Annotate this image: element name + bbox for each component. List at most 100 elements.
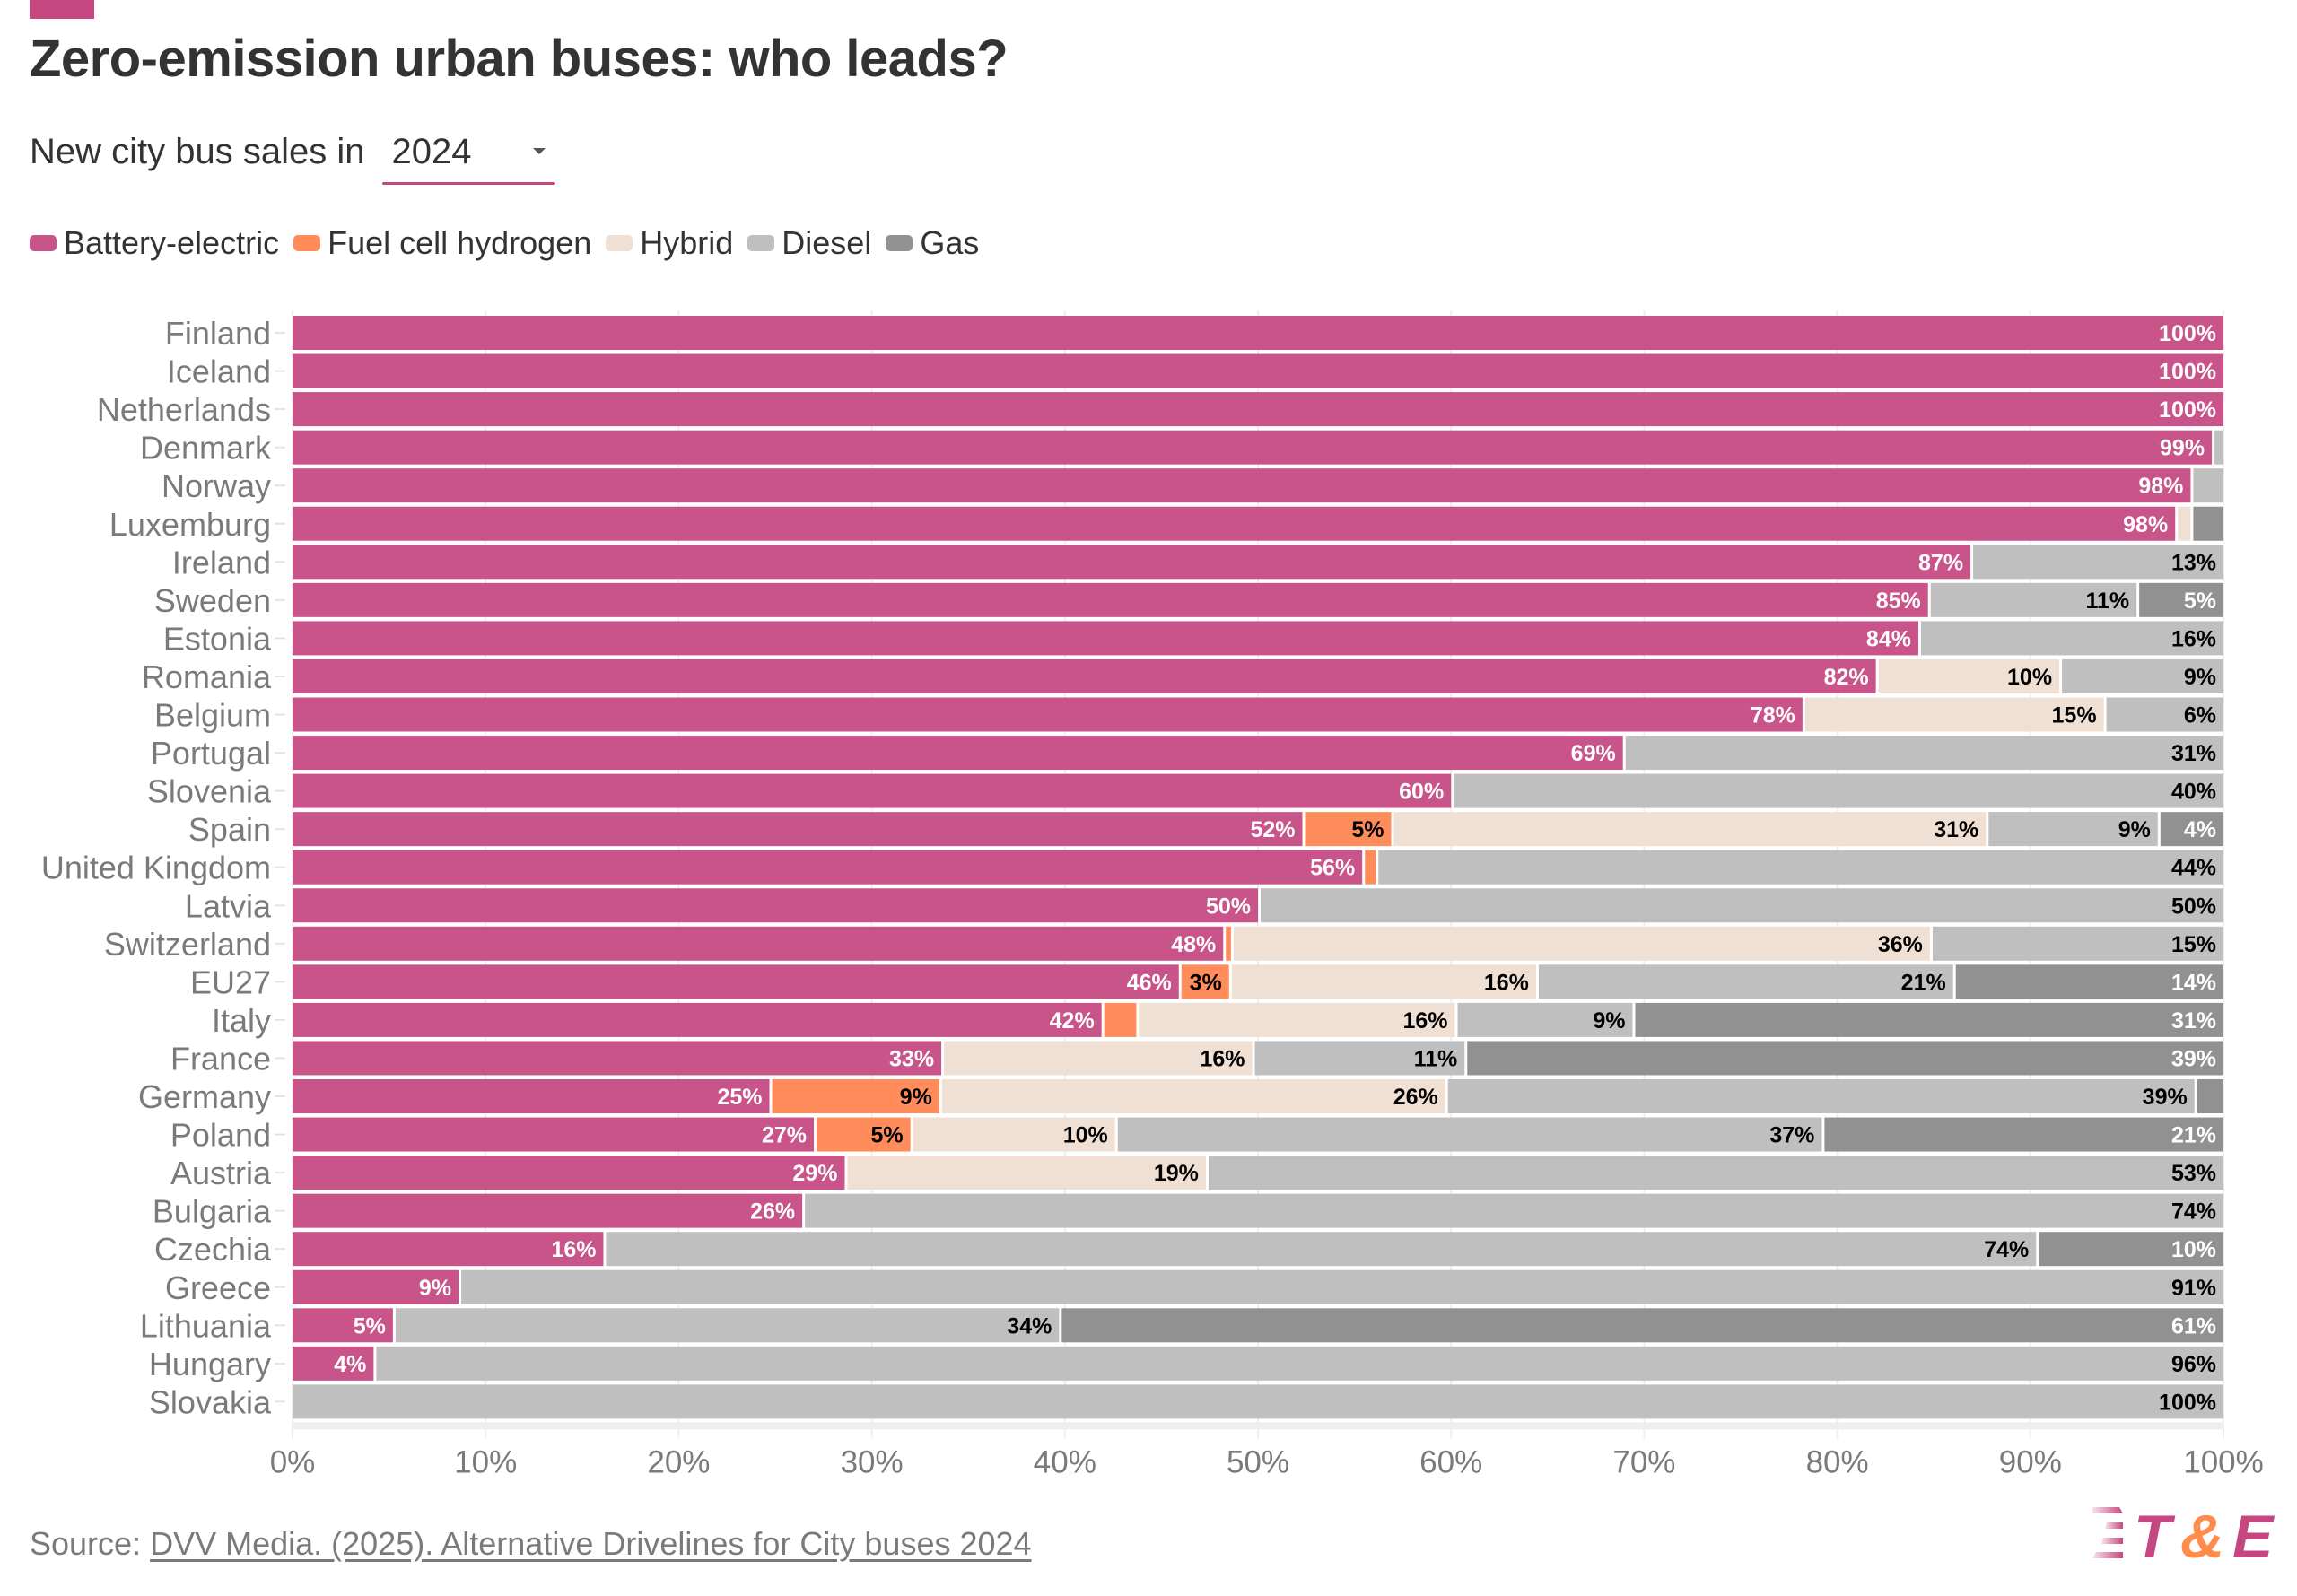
bar-value-label: 14%: [2171, 970, 2216, 995]
bar-value-label: 4%: [2184, 817, 2216, 842]
legend-swatch-icon: [293, 235, 321, 251]
bar-segment-hybrid: [941, 1079, 1445, 1113]
y-category-label: Spain: [188, 811, 271, 848]
bar-segment-diesel: [1254, 1041, 1465, 1076]
bar-value-label: 42%: [1050, 1008, 1095, 1033]
bar-value-label: 61%: [2171, 1313, 2216, 1339]
bar-value-label: 10%: [1063, 1123, 1108, 1148]
bar-segment-diesel: [1447, 1079, 2195, 1113]
bar-segment-hybrid: [1878, 658, 2060, 693]
bar-value-label: 16%: [2171, 626, 2216, 651]
bar-value-label: 10%: [2007, 665, 2052, 690]
y-category-label: Czechia: [154, 1231, 272, 1268]
y-category-label: France: [170, 1040, 271, 1077]
bar-value-label: 100%: [2159, 397, 2216, 423]
bar-segment-gas: [2160, 812, 2223, 847]
bar-value-label: 52%: [1250, 817, 1295, 842]
bar-value-label: 48%: [1171, 932, 1216, 957]
bar-segment-diesel: [376, 1346, 2223, 1381]
bar-segment-diesel: [461, 1269, 2223, 1304]
bar-segment-fc: [1181, 964, 1229, 999]
bar-segment-bev: [293, 1193, 803, 1228]
bar-segment-diesel: [1973, 545, 2223, 580]
bar-value-label: 5%: [2184, 589, 2216, 614]
bar-value-label: 36%: [1878, 932, 1923, 957]
bar-value-label: 21%: [2171, 1123, 2216, 1148]
bar-value-label: 91%: [2171, 1276, 2216, 1301]
year-select-dropdown[interactable]: 2024: [382, 126, 555, 185]
bar-segment-bev: [293, 353, 2223, 388]
y-category-label: Lithuania: [140, 1307, 272, 1344]
x-axis-baseline: [293, 1422, 2223, 1430]
x-tick-label: 10%: [454, 1444, 517, 1479]
legend-label: Gas: [920, 224, 980, 261]
bar-value-label: 4%: [334, 1352, 366, 1377]
bar-value-label: 19%: [1154, 1161, 1199, 1186]
bar-segment-gas: [2139, 582, 2223, 617]
bar-segment-diesel: [1920, 621, 2223, 656]
legend-item-diesel[interactable]: Diesel: [747, 224, 871, 262]
y-category-label: Ireland: [172, 544, 271, 580]
bar-segment-bev: [293, 888, 1258, 923]
legend-swatch-icon: [886, 235, 913, 251]
bar-value-label: 100%: [2159, 360, 2216, 385]
bar-segment-fc: [1365, 850, 1376, 885]
bar-segment-gas: [1467, 1041, 2223, 1076]
bar-value-label: 9%: [900, 1085, 932, 1110]
y-category-label: Poland: [170, 1117, 271, 1154]
bar-segment-diesel: [395, 1308, 1060, 1343]
legend-label: Hybrid: [640, 224, 734, 261]
bar-value-label: 50%: [2171, 894, 2216, 919]
y-category-label: Hungary: [149, 1346, 271, 1382]
x-tick-label: 100%: [2183, 1444, 2264, 1479]
bar-value-label: 9%: [2118, 817, 2151, 842]
y-category-label: Germany: [138, 1078, 271, 1115]
y-category-label: Romania: [142, 658, 272, 695]
bar-segment-diesel: [1930, 582, 2137, 617]
bar-value-label: 16%: [1200, 1046, 1245, 1071]
te-logo: T & E: [2091, 1503, 2293, 1571]
bar-segment-bev: [293, 1269, 459, 1304]
bar-segment-bev: [293, 545, 1971, 580]
legend-item-gas[interactable]: Gas: [886, 224, 979, 262]
source-link[interactable]: DVV Media. (2025). Alternative Driveline…: [150, 1525, 1032, 1562]
subtitle-prefix: New city bus sales in: [30, 131, 365, 171]
bar-value-label: 26%: [750, 1199, 795, 1225]
bar-value-label: 6%: [2184, 703, 2216, 728]
bar-value-label: 33%: [889, 1046, 934, 1071]
y-category-label: Luxemburg: [109, 506, 271, 543]
bar-value-label: 9%: [419, 1276, 451, 1301]
bar-value-label: 87%: [1918, 550, 1963, 575]
bar-segment-diesel: [1261, 888, 2223, 923]
legend-item-battery-electric[interactable]: Battery-electric: [30, 224, 279, 262]
logo-letter-t: T: [2134, 1505, 2176, 1561]
chevron-down-icon: [533, 148, 546, 154]
bar-value-label: 39%: [2171, 1046, 2216, 1071]
bar-segment-bev: [293, 658, 1876, 693]
bar-value-label: 74%: [2171, 1199, 2216, 1225]
legend-item-fuel-cell-hydrogen[interactable]: Fuel cell hydrogen: [293, 224, 591, 262]
subtitle: New city bus sales in 2024: [30, 126, 555, 185]
bar-value-label: 84%: [1866, 626, 1911, 651]
y-category-label: Slovakia: [149, 1383, 272, 1420]
bar-value-label: 15%: [2171, 932, 2216, 957]
bar-segment-fc: [817, 1117, 911, 1152]
bar-value-label: 31%: [2171, 1008, 2216, 1033]
bar-segment-diesel: [1625, 736, 2223, 771]
x-tick-label: 60%: [1419, 1444, 1482, 1479]
legend-item-hybrid[interactable]: Hybrid: [606, 224, 733, 262]
bar-value-label: 37%: [1769, 1123, 1814, 1148]
y-category-label: Denmark: [140, 430, 272, 467]
y-category-label: United Kingdom: [41, 850, 271, 886]
bar-segment-bev: [293, 1232, 604, 1267]
y-category-label: Greece: [165, 1269, 271, 1306]
bar-value-label: 16%: [551, 1237, 596, 1262]
bar-segment-bev: [293, 926, 1224, 961]
source-prefix: Source:: [30, 1525, 142, 1562]
y-category-label: Estonia: [163, 620, 272, 657]
bar-value-label: 40%: [2171, 780, 2216, 805]
bar-segment-bev: [293, 316, 2223, 350]
bar-segment-bev: [293, 850, 1363, 885]
bar-value-label: 26%: [1393, 1085, 1438, 1110]
source-footer: Source: DVV Media. (2025). Alternative D…: [30, 1525, 1032, 1563]
